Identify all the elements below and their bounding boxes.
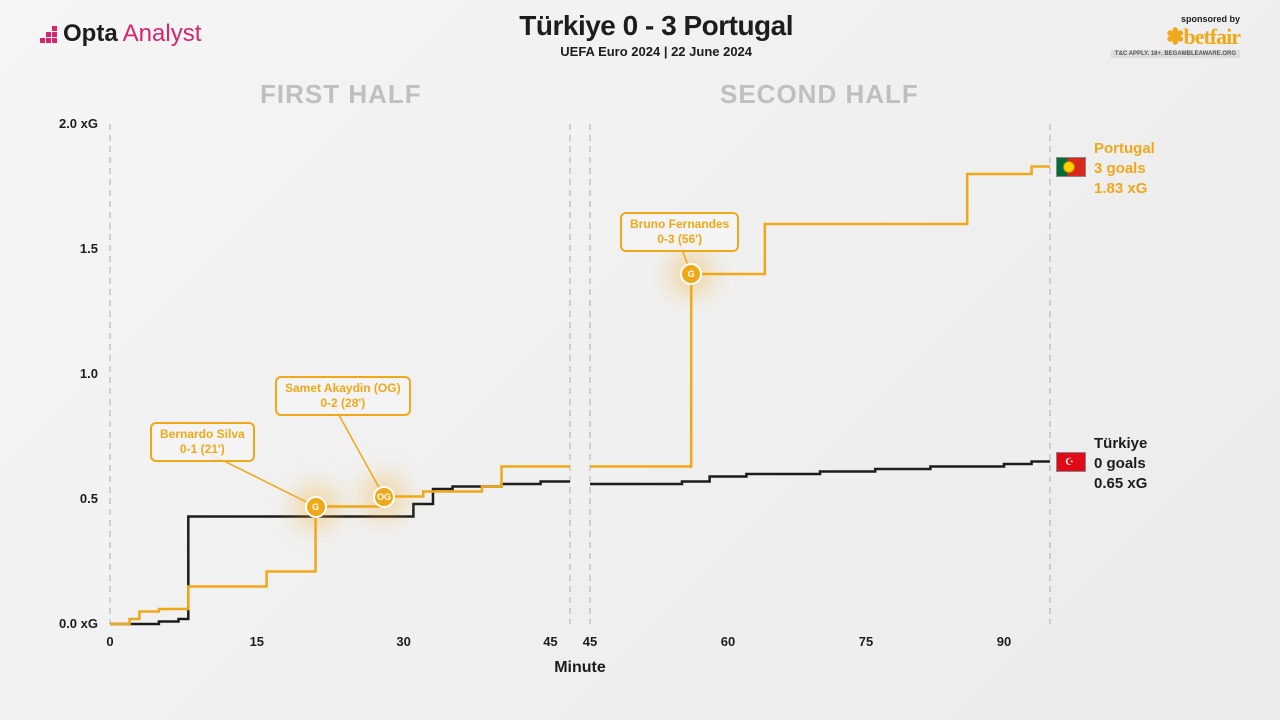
svg-text:2.0 xG: 2.0 xG: [59, 116, 98, 131]
header: Opta Analyst Türkiye 0 - 3 Portugal UEFA…: [0, 10, 1280, 59]
match-title: Türkiye 0 - 3 Portugal: [201, 10, 1111, 42]
logo-brand-1: Opta: [63, 20, 118, 48]
second-half-label: SECOND HALF: [720, 79, 919, 110]
svg-text:15: 15: [250, 634, 264, 649]
svg-text:Minute: Minute: [554, 659, 606, 674]
svg-text:90: 90: [997, 634, 1011, 649]
sponsor-block: sponsored by ✽betfair T&C APPLY. 18+. BE…: [1111, 14, 1240, 58]
svg-text:1.5: 1.5: [80, 241, 98, 256]
sponsor-disclaimer: T&C APPLY. 18+. BEGAMBLEAWARE.ORG: [1111, 50, 1240, 58]
flag-turkiye: ☪: [1056, 452, 1086, 472]
svg-text:0: 0: [106, 634, 113, 649]
svg-text:1.0: 1.0: [80, 366, 98, 381]
logo-brand-2: Analyst: [123, 20, 202, 48]
endlabel-portugal: Portugal3 goals1.83 xG: [1094, 139, 1155, 200]
svg-text:0.0 xG: 0.0 xG: [59, 616, 98, 631]
svg-text:30: 30: [396, 634, 410, 649]
svg-text:45: 45: [543, 634, 557, 649]
flag-portugal: [1056, 157, 1086, 177]
goal-callout-2: Bruno Fernandes0-3 (56'): [620, 212, 739, 252]
svg-text:45: 45: [583, 634, 597, 649]
goal-callout-1: Samet Akaydin (OG)0-2 (28'): [275, 376, 411, 416]
opta-logo: Opta Analyst: [40, 20, 201, 48]
chart-svg: 0.0 xG 0.5 1.0 1.5 2.0 xG 0 15 30 45 45 60 75 90 Minu…: [30, 74, 1130, 674]
sponsor-prefix: sponsored by: [1111, 14, 1240, 24]
match-subtitle: UEFA Euro 2024 | 22 June 2024: [201, 44, 1111, 59]
opta-logo-icon: [40, 26, 57, 43]
svg-text:0.5: 0.5: [80, 491, 98, 506]
title-block: Türkiye 0 - 3 Portugal UEFA Euro 2024 | …: [201, 10, 1111, 59]
goal-marker-1: OG: [373, 486, 395, 508]
sponsor-name: ✽betfair: [1111, 24, 1240, 50]
endlabel-turkiye: Türkiye0 goals0.65 xG: [1094, 434, 1147, 495]
svg-text:60: 60: [721, 634, 735, 649]
first-half-label: FIRST HALF: [260, 79, 422, 110]
goal-marker-0: G: [305, 496, 327, 518]
svg-text:75: 75: [859, 634, 873, 649]
goal-callout-0: Bernardo Silva0-1 (21'): [150, 422, 255, 462]
chart-area: 0.0 xG 0.5 1.0 1.5 2.0 xG 0 15 30 45 45 60 75 90 Minu…: [30, 74, 1130, 674]
